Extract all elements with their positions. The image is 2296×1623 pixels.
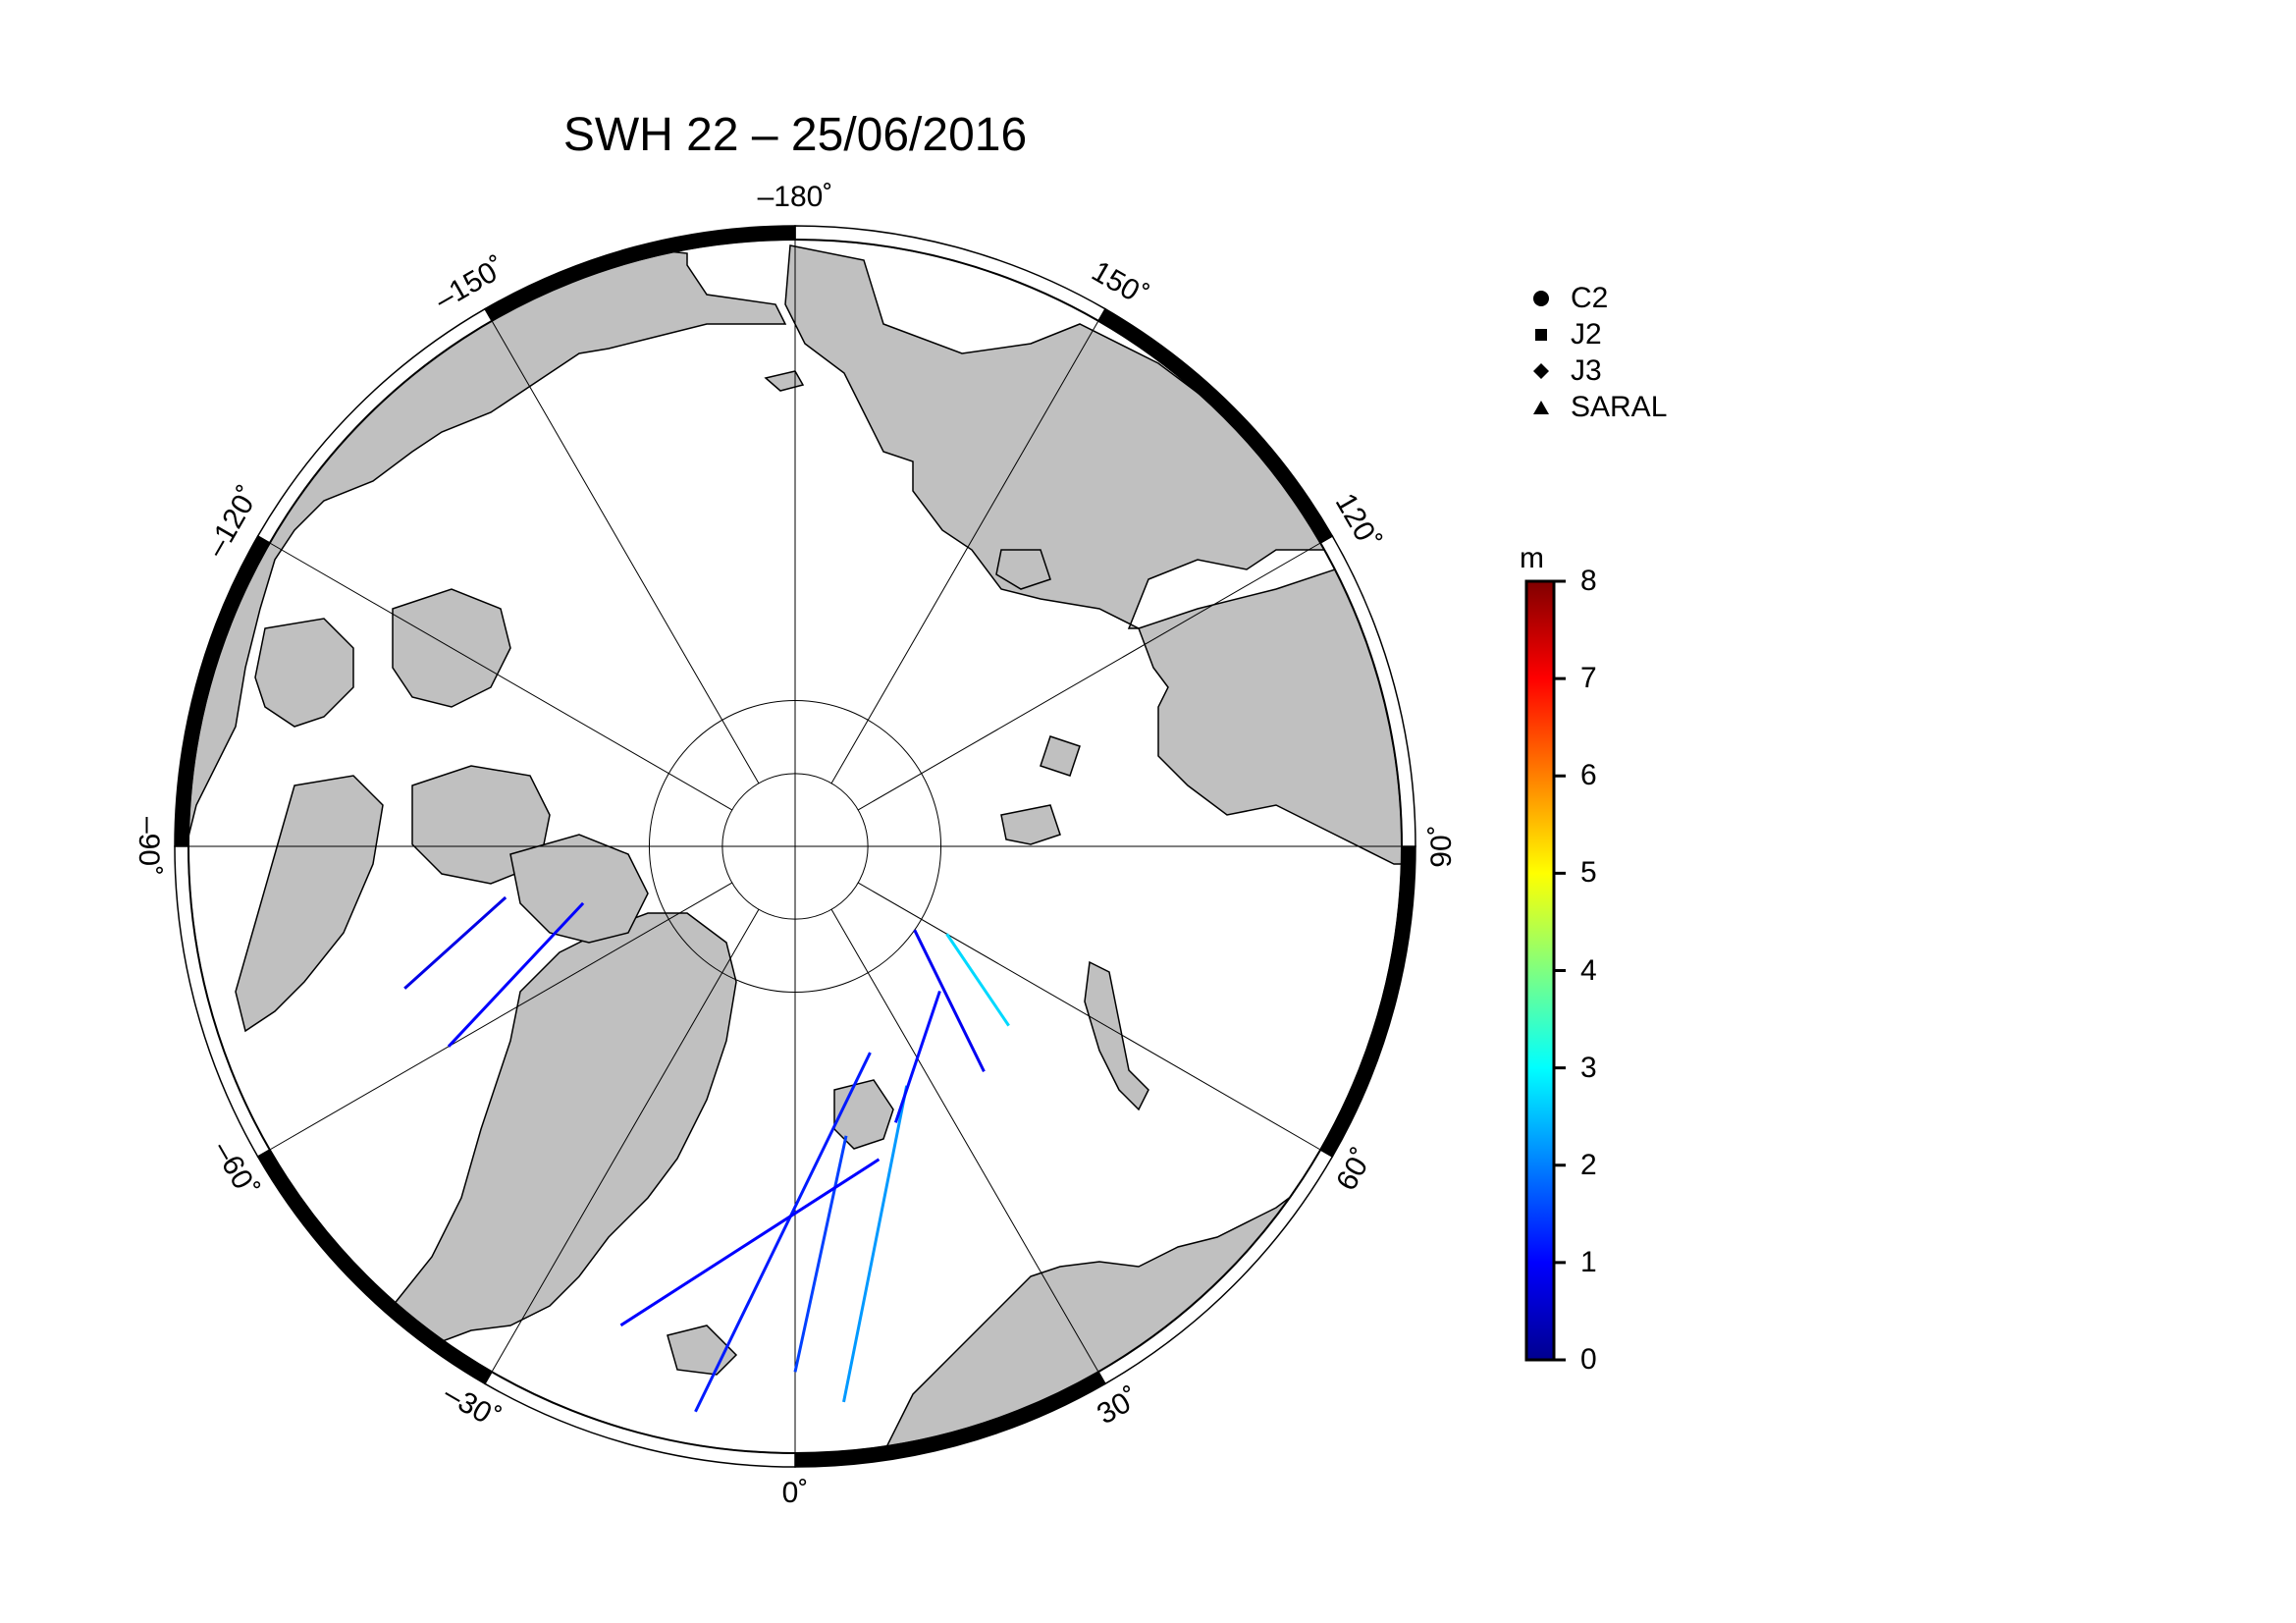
square-icon bbox=[1512, 325, 1571, 345]
legend-item-saral: SARAL bbox=[1512, 389, 1667, 425]
swh-track bbox=[913, 929, 986, 1073]
land-baffin bbox=[235, 775, 384, 1033]
land-franz-josef bbox=[1000, 804, 1061, 845]
swh-track bbox=[945, 933, 1010, 1027]
colorbar-tick-label: 1 bbox=[1580, 1245, 1597, 1278]
circle-icon bbox=[1512, 289, 1571, 308]
legend-item-c2: C2 bbox=[1512, 280, 1667, 316]
longitude-label: –180˚ bbox=[758, 181, 833, 213]
land-eastern-siberia bbox=[784, 244, 1337, 629]
land-greenland bbox=[391, 912, 737, 1346]
meridian-line bbox=[830, 320, 1099, 784]
diamond-icon bbox=[1512, 361, 1571, 381]
swh-tracks bbox=[403, 895, 1010, 1413]
colorbar-tick-label: 0 bbox=[1580, 1343, 1597, 1376]
land-severnaya-zemlya bbox=[1040, 735, 1081, 777]
colorbar-ticks bbox=[1554, 579, 1566, 1362]
colorbar-tick-label: 3 bbox=[1580, 1051, 1597, 1084]
triangle-icon bbox=[1512, 398, 1571, 417]
legend-label-j3: J3 bbox=[1571, 353, 1602, 387]
colorbar bbox=[1524, 579, 1556, 1362]
land-new-siberian bbox=[995, 549, 1051, 590]
land-wrangel bbox=[764, 370, 805, 392]
colorbar-tick-label: 2 bbox=[1580, 1148, 1597, 1181]
meridian-line bbox=[269, 542, 733, 811]
colorbar-unit: m bbox=[1520, 542, 1544, 574]
meridian-line bbox=[491, 908, 760, 1373]
map-title: SWH 22 – 25/06/2016 bbox=[562, 109, 1028, 161]
colorbar-tick-label: 4 bbox=[1580, 953, 1597, 987]
meridian-line bbox=[269, 882, 733, 1151]
land-canadian-arctic-1 bbox=[254, 618, 354, 728]
meridian-line bbox=[491, 320, 760, 784]
legend-label-saral: SARAL bbox=[1571, 390, 1668, 423]
colorbar-tick-label: 8 bbox=[1580, 565, 1597, 597]
legend-item-j3: J3 bbox=[1512, 352, 1667, 389]
longitude-label: 30˚ bbox=[1092, 1381, 1145, 1431]
graticule bbox=[188, 240, 1402, 1453]
land-ellesmere bbox=[509, 834, 649, 944]
map-frame bbox=[174, 225, 1416, 1468]
frame-inner-border bbox=[187, 239, 1403, 1454]
meridian-line bbox=[857, 882, 1321, 1151]
swh-track bbox=[447, 901, 585, 1048]
legend-label-j2: J2 bbox=[1571, 317, 1602, 351]
swh-track bbox=[619, 1158, 881, 1327]
meridian-line bbox=[857, 542, 1321, 811]
swh-track bbox=[793, 1135, 848, 1373]
longitude-label: 0˚ bbox=[782, 1477, 809, 1509]
land-novaya-zemlya bbox=[1084, 960, 1149, 1111]
swh-track bbox=[403, 895, 507, 990]
swh-track bbox=[842, 1085, 909, 1403]
colorbar-tick-label: 6 bbox=[1580, 759, 1597, 792]
legend-item-j2: J2 bbox=[1512, 316, 1667, 352]
swh-track bbox=[694, 1052, 872, 1413]
meridian-line bbox=[830, 908, 1099, 1373]
longitude-label: –90˚ bbox=[133, 817, 165, 876]
satellite-legend: C2 J2 J3 SARAL bbox=[1512, 280, 1667, 425]
legend-label-c2: C2 bbox=[1571, 281, 1609, 314]
colorbar-tick-label: 5 bbox=[1580, 856, 1597, 890]
longitude-label: 60˚ bbox=[1330, 1143, 1379, 1196]
colorbar-tick-label: 7 bbox=[1580, 662, 1597, 695]
longitude-label: 90˚ bbox=[1425, 825, 1458, 867]
swh-track bbox=[893, 990, 941, 1123]
